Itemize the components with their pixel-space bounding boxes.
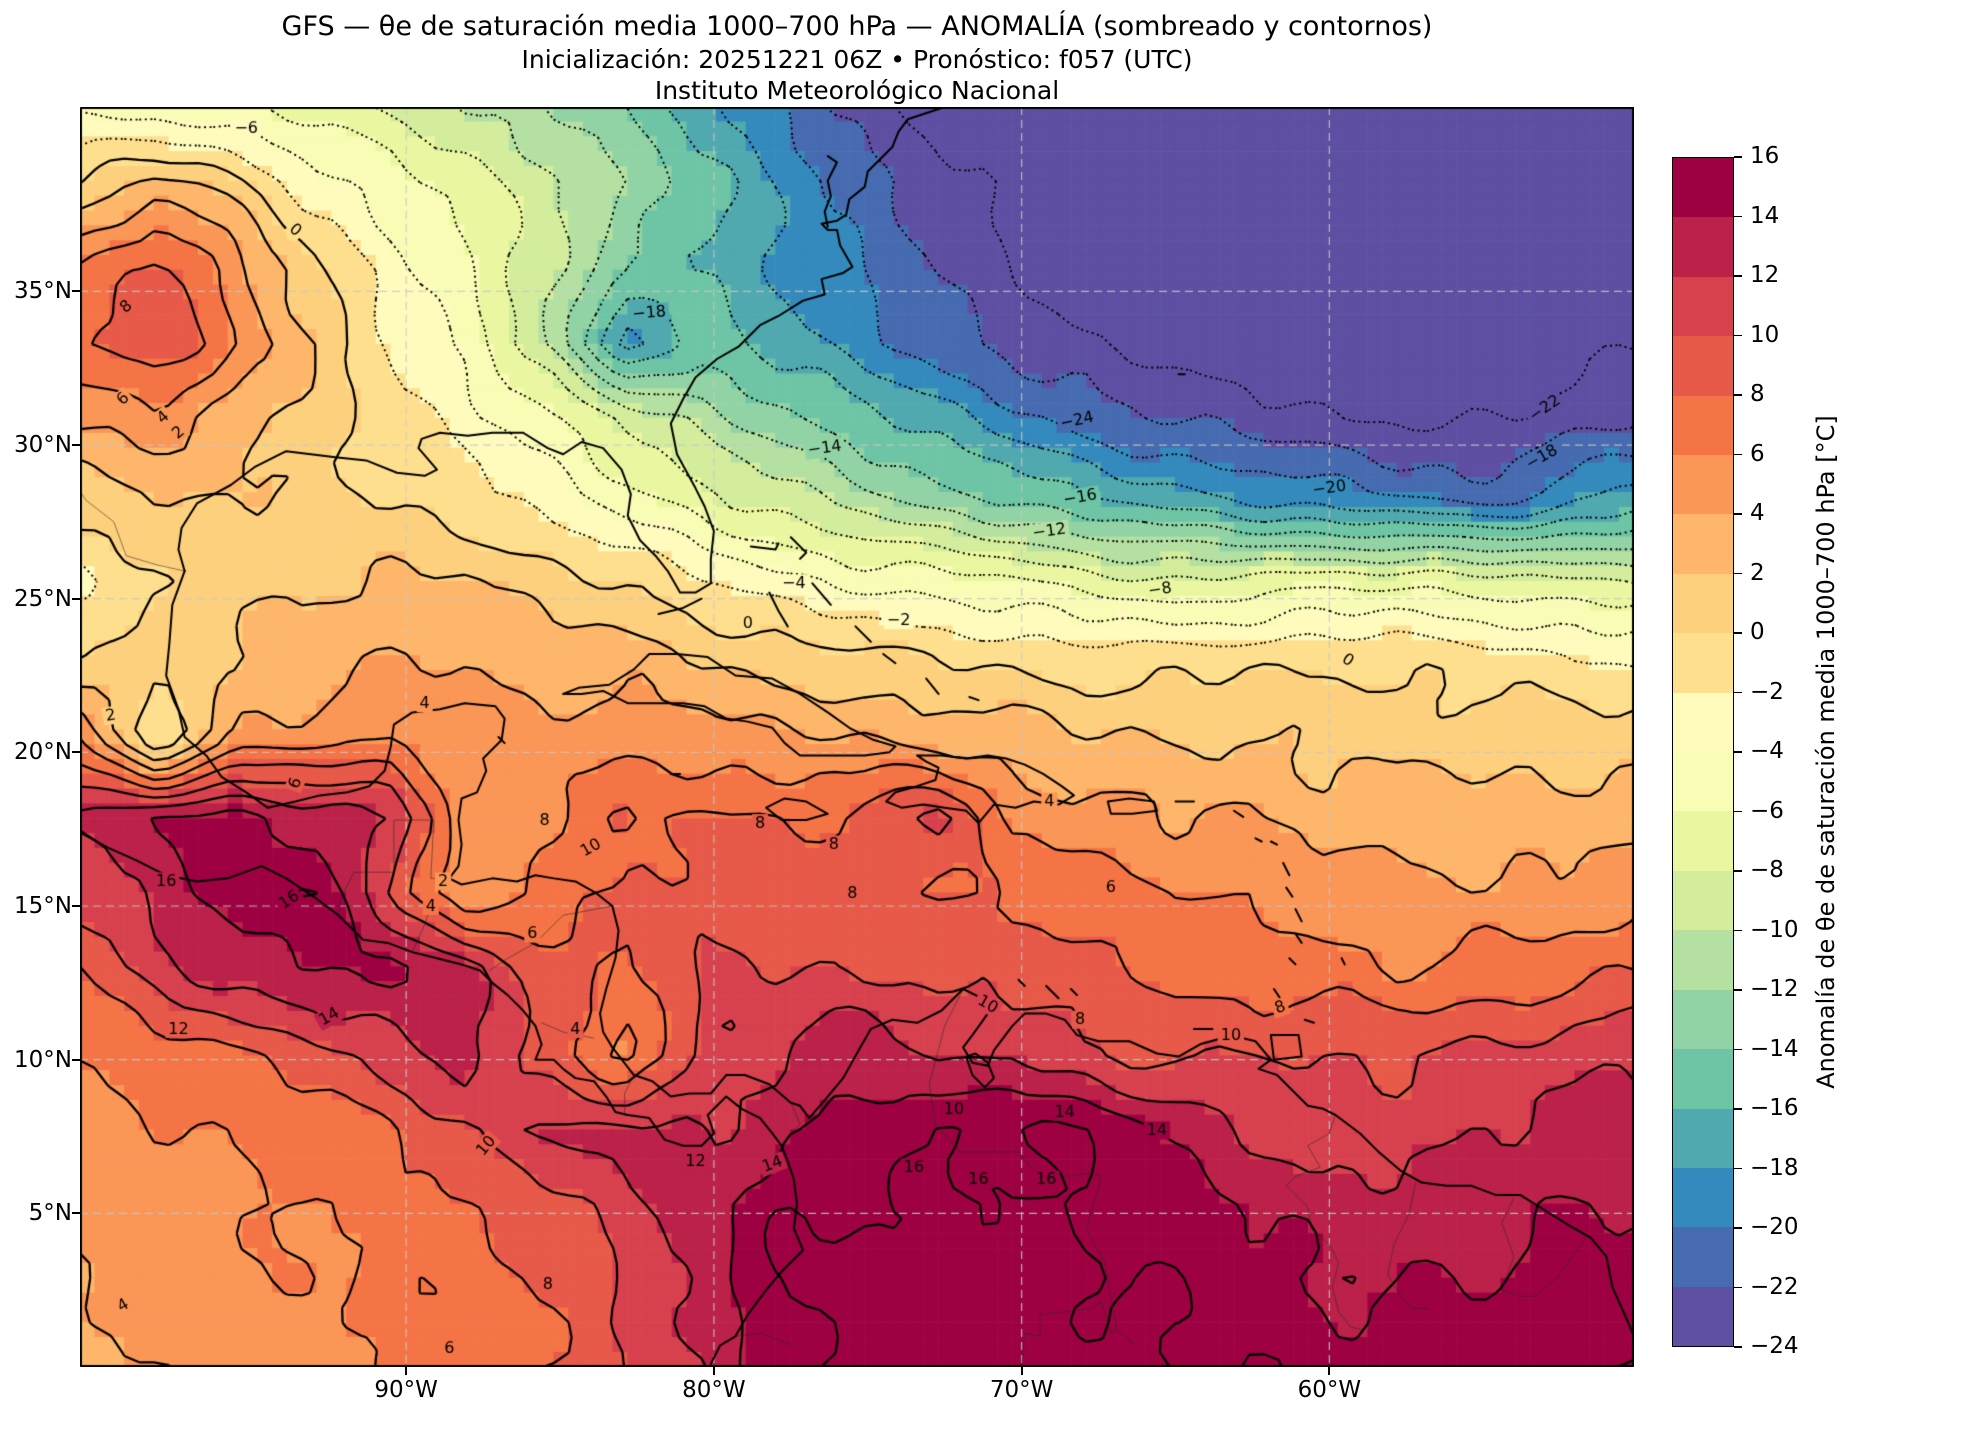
colorbar-segment — [1673, 573, 1733, 634]
colorbar-tick-mark — [1734, 572, 1742, 575]
colorbar-tick-mark — [1734, 215, 1742, 218]
chart-title: GFS — θe de saturación media 1000–700 hP… — [281, 11, 1433, 42]
colorbar-tick-label: −18 — [1750, 1154, 1799, 1181]
colorbar-segment — [1673, 692, 1733, 753]
colorbar-tick-mark — [1734, 1286, 1742, 1289]
chart-subtitle-init-forecast: Inicialización: 20251221 06Z • Pronóstic… — [521, 45, 1193, 74]
colorbar-segment — [1673, 752, 1733, 812]
colorbar-tick-label: −2 — [1750, 678, 1784, 705]
colorbar-tick-label: −20 — [1750, 1214, 1799, 1240]
colorbar — [1672, 157, 1734, 1347]
y-tick-label: 5°N — [28, 1200, 72, 1227]
colorbar-segment — [1673, 1286, 1733, 1347]
colorbar-tick-mark — [1734, 810, 1742, 813]
y-tick-label: 20°N — [14, 739, 72, 766]
colorbar-tick-label: 14 — [1750, 202, 1780, 229]
colorbar-tick-label: −14 — [1750, 1035, 1799, 1062]
colorbar-tick-mark — [1734, 1108, 1742, 1110]
colorbar-tick-label: 12 — [1750, 262, 1780, 288]
colorbar-segment — [1673, 811, 1733, 871]
colorbar-tick-label: −12 — [1750, 976, 1799, 1002]
x-tick-label: 60°W — [1297, 1377, 1362, 1403]
colorbar-tick-mark — [1734, 453, 1742, 456]
y-tick-mark — [72, 751, 80, 754]
colorbar-tick-label: 16 — [1750, 143, 1780, 169]
colorbar-tick-label: −24 — [1750, 1333, 1799, 1359]
y-tick-label: 25°N — [14, 585, 72, 612]
colorbar-segment — [1673, 930, 1733, 990]
colorbar-segment — [1673, 217, 1733, 277]
colorbar-tick-mark — [1734, 632, 1742, 634]
colorbar-segment — [1673, 1108, 1733, 1168]
map-canvas — [80, 107, 1634, 1367]
chart-subtitle-institution: Instituto Meteorológico Nacional — [654, 76, 1060, 105]
colorbar-segment — [1673, 336, 1733, 396]
colorbar-tick-mark — [1734, 929, 1742, 932]
x-tick-label: 80°W — [682, 1377, 746, 1403]
colorbar-tick-label: −4 — [1750, 738, 1784, 764]
colorbar-segment — [1673, 989, 1733, 1050]
colorbar-tick-mark — [1734, 334, 1742, 337]
colorbar-tick-label: −22 — [1750, 1273, 1799, 1300]
colorbar-segment — [1673, 633, 1733, 693]
y-tick-label: 35°N — [14, 278, 72, 305]
colorbar-tick-mark — [1734, 691, 1742, 694]
colorbar-segment — [1673, 158, 1733, 218]
x-tick-mark — [1020, 1367, 1023, 1375]
y-tick-mark — [72, 290, 80, 293]
colorbar-tick-mark — [1734, 513, 1742, 515]
x-tick-mark — [405, 1367, 408, 1375]
colorbar-title: Anomalía de θe de saturación media 1000–… — [1812, 415, 1840, 1089]
y-tick-mark — [72, 597, 80, 600]
y-tick-label: 15°N — [14, 893, 72, 920]
colorbar-tick-label: −8 — [1750, 857, 1784, 883]
y-tick-mark — [72, 905, 80, 908]
colorbar-tick-label: 6 — [1750, 440, 1765, 467]
colorbar-tick-label: 2 — [1750, 559, 1765, 586]
colorbar-tick-mark — [1734, 989, 1742, 991]
colorbar-tick-mark — [1734, 1167, 1742, 1170]
colorbar-tick-mark — [1734, 156, 1742, 158]
colorbar-tick-mark — [1734, 1048, 1742, 1051]
colorbar-segment — [1673, 514, 1733, 574]
colorbar-tick-mark — [1734, 1346, 1742, 1348]
colorbar-segment — [1673, 455, 1733, 515]
colorbar-tick-label: 8 — [1750, 381, 1765, 407]
colorbar-tick-label: 10 — [1750, 321, 1780, 348]
colorbar-segment — [1673, 1167, 1733, 1228]
colorbar-segment — [1673, 395, 1733, 456]
colorbar-tick-mark — [1734, 1227, 1742, 1229]
colorbar-tick-mark — [1734, 394, 1742, 396]
x-tick-label: 90°W — [374, 1377, 438, 1403]
y-tick-label: 10°N — [14, 1046, 72, 1073]
colorbar-tick-label: 4 — [1750, 500, 1765, 526]
x-tick-mark — [1328, 1367, 1331, 1375]
colorbar-segment — [1673, 1227, 1733, 1287]
colorbar-segment — [1673, 276, 1733, 337]
y-tick-label: 30°N — [14, 432, 72, 459]
colorbar-tick-label: −6 — [1750, 797, 1784, 824]
x-tick-label: 70°W — [989, 1377, 1054, 1403]
map-plot-area — [80, 107, 1634, 1367]
x-tick-mark — [712, 1367, 715, 1375]
y-tick-mark — [72, 1058, 80, 1061]
colorbar-segment — [1673, 870, 1733, 931]
y-tick-mark — [72, 1212, 80, 1215]
title-block: GFS — θe de saturación media 1000–700 hP… — [80, 10, 1634, 106]
colorbar-tick-mark — [1734, 275, 1742, 277]
colorbar-tick-label: 0 — [1750, 619, 1765, 645]
y-tick-mark — [72, 444, 80, 447]
colorbar-tick-mark — [1734, 751, 1742, 753]
colorbar-tick-label: −16 — [1750, 1095, 1799, 1121]
colorbar-tick-mark — [1734, 870, 1742, 872]
colorbar-segment — [1673, 1049, 1733, 1109]
colorbar-tick-label: −10 — [1750, 916, 1799, 943]
